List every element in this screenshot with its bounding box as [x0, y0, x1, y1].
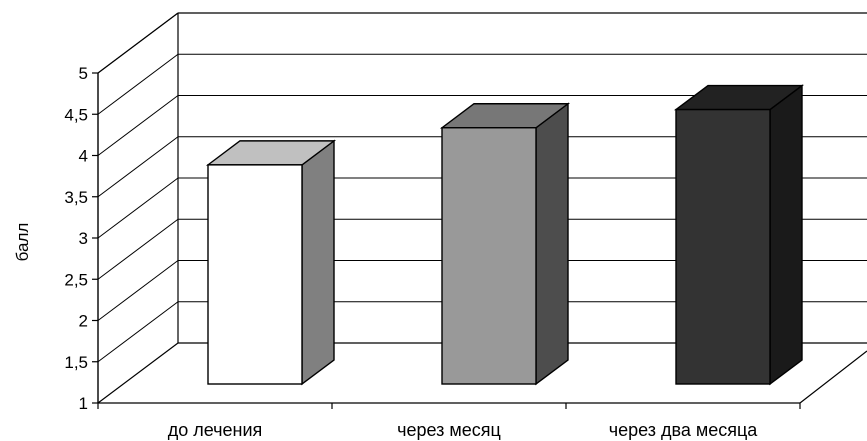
- y-tick-label: 5: [79, 64, 88, 83]
- bar-front: [208, 165, 302, 384]
- x-tick-label: через месяц: [397, 420, 501, 440]
- y-tick-label: 2: [79, 312, 88, 331]
- y-tick-label: 4,5: [64, 105, 88, 124]
- x-tick-label: до лечения: [168, 420, 263, 440]
- bar-front: [442, 128, 536, 384]
- gridline-side: [98, 261, 178, 321]
- y-axis-label: балл: [13, 223, 32, 262]
- gridline-side: [98, 96, 178, 156]
- y-tick-label: 2,5: [64, 270, 88, 289]
- bar: [208, 141, 334, 384]
- bar-side: [302, 141, 334, 384]
- bar-side: [770, 86, 802, 384]
- y-tick-label: 1,5: [64, 353, 88, 372]
- category-axis: до лечения через месяц через два месяца: [98, 403, 800, 440]
- y-tick-label: 3,5: [64, 188, 88, 207]
- gridline-side: [98, 137, 178, 197]
- floor-right-edge: [800, 351, 867, 403]
- floor-left-edge: [98, 343, 178, 403]
- bars: [208, 86, 802, 384]
- bar: [442, 104, 568, 384]
- gridline-side: [98, 178, 178, 238]
- bar: [676, 86, 802, 384]
- y-tick-label: 1: [79, 394, 88, 413]
- value-axis: 1 1,5 2 2,5 3 3,5 4 4,5 5: [64, 64, 98, 413]
- gridline-side: [98, 13, 178, 73]
- bar-side: [536, 104, 568, 384]
- gridline-side: [98, 219, 178, 279]
- bar-front: [676, 110, 770, 384]
- x-tick-label: через два месяца: [609, 420, 759, 440]
- y-tick-label: 4: [79, 147, 88, 166]
- y-tick-label: 3: [79, 229, 88, 248]
